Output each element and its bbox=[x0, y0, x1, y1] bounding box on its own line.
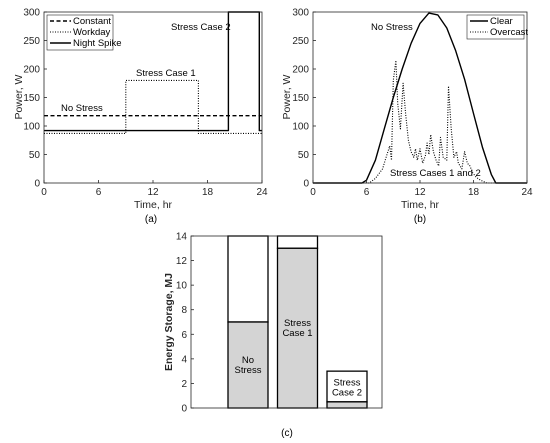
panel-a-ytick-label: 150 bbox=[23, 93, 40, 104]
panel-a-ytick-label: 50 bbox=[29, 150, 41, 161]
panel-a-ylabel: Power, W bbox=[13, 74, 25, 119]
legend-label-night-spike: Night Spike bbox=[73, 38, 122, 49]
panel-b-plot-area bbox=[313, 12, 527, 184]
panel-c-ytick-label: 14 bbox=[176, 232, 188, 243]
panel-c-caption: (c) bbox=[281, 428, 293, 439]
panel-b-ytick-label: 150 bbox=[292, 93, 309, 104]
panel-a-xtick-label: 24 bbox=[256, 187, 268, 198]
panel-c-ytick-label: 6 bbox=[181, 330, 187, 341]
panel-b-ytick-label: 50 bbox=[298, 150, 310, 161]
panel-a-caption: (a) bbox=[145, 214, 157, 225]
panel-b-xtick-label: 12 bbox=[414, 187, 426, 198]
legend-label-overcast: Overcast bbox=[490, 27, 528, 38]
panel-a-xtick-label: 12 bbox=[147, 187, 159, 198]
panel-b-ylabel: Power, W bbox=[281, 74, 293, 119]
bar-lower-stress-case-2 bbox=[326, 401, 368, 409]
bar-total-no-stress bbox=[227, 235, 269, 323]
panel-a-xtick-label: 6 bbox=[96, 187, 102, 198]
panel-a-ytick-label: 0 bbox=[34, 179, 40, 190]
panel-a-xtick-label: 18 bbox=[202, 187, 214, 198]
panel-a-annotation-no-stress: No Stress bbox=[61, 103, 103, 114]
panel-b-ticks: 0 6 12 18 24 0 50 100 150 200 250 300 bbox=[292, 8, 533, 199]
panel-b-annotation-no-stress: No Stress bbox=[371, 22, 413, 33]
panel-c-axes-box bbox=[190, 235, 383, 409]
panel-a-annotation-stress-case-2: Stress Case 2 bbox=[171, 22, 231, 33]
panel-a-xlabel: Time, hr bbox=[134, 199, 173, 211]
panel-b-ytick-label: 0 bbox=[303, 179, 309, 190]
bar-label-no-stress: Stress bbox=[235, 365, 262, 376]
panel-a-xtick-label: 0 bbox=[41, 187, 47, 198]
panel-b-legend: Clear Overcast bbox=[466, 14, 528, 40]
bar-label-no-stress: No bbox=[242, 355, 254, 366]
bar-lower-no-stress bbox=[227, 321, 269, 409]
panel-b-ytick-label: 250 bbox=[292, 36, 309, 47]
panel-c-ytick-label: 0 bbox=[181, 404, 187, 415]
bar-lower-stress-case-1 bbox=[276, 247, 319, 409]
panel-c-ytick-label: 2 bbox=[181, 379, 187, 390]
panel-a-ytick-label: 200 bbox=[23, 65, 40, 76]
panel-a-legend: Constant Workday Night Spike bbox=[46, 14, 122, 51]
panel-b-caption: (b) bbox=[414, 214, 426, 225]
panel-a-ytick-label: 250 bbox=[23, 36, 40, 47]
panel-a-annotation-stress-case-1: Stress Case 1 bbox=[136, 68, 196, 79]
panel-b-ytick-label: 100 bbox=[292, 122, 309, 133]
panel-b-xtick-label: 0 bbox=[310, 187, 316, 198]
panel-b-series-overcast bbox=[313, 59, 527, 184]
panel-b-legend-box bbox=[466, 14, 525, 40]
bar-total-stress-case-1 bbox=[276, 235, 319, 249]
panel-b-ytick-label: 300 bbox=[292, 8, 309, 19]
panel-c-ytick-label: 10 bbox=[176, 281, 188, 292]
panel-c-ylabel: Energy Storage, MJ bbox=[163, 273, 175, 371]
panel-b-xtick-label: 6 bbox=[364, 187, 370, 198]
legend-label-constant: Constant bbox=[73, 16, 111, 27]
panel-c-ytick-label: 4 bbox=[181, 354, 187, 365]
panel-b-xtick-label: 24 bbox=[521, 187, 533, 198]
bar-label-stress-case-1: Case 1 bbox=[282, 328, 312, 339]
panel-a: 0 6 12 18 24 0 50 100 150 200 250 300 Time, hr Powe… bbox=[13, 8, 268, 226]
panel-a-ticks: 0 6 12 18 24 0 50 100 150 200 250 300 bbox=[23, 8, 268, 199]
panel-a-ytick-label: 300 bbox=[23, 8, 40, 19]
bar-label-stress-case-2: Stress bbox=[334, 378, 361, 389]
panel-a-series-workday bbox=[44, 79, 262, 134]
panel-b: 0 6 12 18 24 0 50 100 150 200 250 300 Time, hr Powe… bbox=[281, 8, 533, 226]
legend-label-workday: Workday bbox=[73, 27, 111, 38]
panel-b-annotation-stress-cases: Stress Cases 1 and 2 bbox=[390, 168, 481, 179]
panel-b-xlabel: Time, hr bbox=[401, 199, 440, 211]
bar-label-stress-case-1: Stress bbox=[284, 318, 311, 329]
panel-a-ytick-label: 100 bbox=[23, 122, 40, 133]
legend-label-clear: Clear bbox=[490, 16, 513, 27]
panel-c-ytick-label: 12 bbox=[176, 256, 188, 267]
bar-label-stress-case-2: Case 2 bbox=[332, 388, 362, 399]
panel-b-series-clear bbox=[313, 12, 527, 184]
panel-c-ytick-label: 8 bbox=[181, 305, 187, 316]
panel-b-xtick-label: 18 bbox=[468, 187, 480, 198]
panel-b-ytick-label: 200 bbox=[292, 65, 309, 76]
panel-c-ticks: 0 2 4 6 8 10 12 14 bbox=[176, 232, 194, 415]
